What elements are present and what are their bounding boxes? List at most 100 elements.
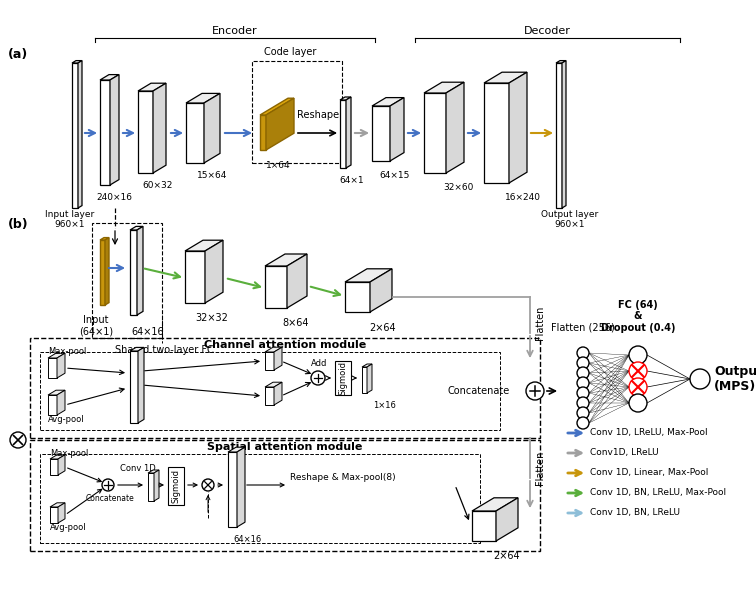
Polygon shape (370, 269, 392, 312)
Polygon shape (137, 227, 143, 315)
Text: Conv 1D, BN, LReLU: Conv 1D, BN, LReLU (590, 509, 680, 518)
Text: 60×32: 60×32 (143, 181, 173, 190)
Circle shape (629, 346, 647, 364)
Polygon shape (138, 83, 166, 91)
Text: 1×64: 1×64 (265, 161, 290, 170)
Text: Conv 1D: Conv 1D (120, 464, 156, 473)
Polygon shape (186, 94, 220, 103)
Polygon shape (57, 390, 65, 415)
Polygon shape (372, 98, 404, 106)
Text: Shared two-layer FC: Shared two-layer FC (115, 345, 214, 355)
Polygon shape (340, 100, 346, 168)
Polygon shape (228, 447, 245, 452)
Text: 8×64: 8×64 (283, 318, 309, 328)
Polygon shape (186, 103, 204, 163)
Circle shape (577, 367, 589, 379)
Polygon shape (138, 347, 144, 423)
Text: Conv 1D, BN, LReLU, Max-Pool: Conv 1D, BN, LReLU, Max-Pool (590, 489, 726, 498)
Polygon shape (265, 352, 274, 370)
Polygon shape (446, 82, 464, 173)
Polygon shape (424, 82, 464, 93)
Text: Flatten (256): Flatten (256) (551, 323, 615, 333)
Text: 64×16: 64×16 (234, 535, 262, 544)
Polygon shape (130, 230, 137, 315)
Polygon shape (138, 91, 153, 173)
Polygon shape (345, 269, 392, 282)
FancyBboxPatch shape (335, 361, 351, 395)
Text: 15×64: 15×64 (197, 171, 228, 180)
Circle shape (577, 347, 589, 359)
Polygon shape (424, 93, 446, 173)
Polygon shape (372, 106, 390, 161)
Polygon shape (148, 470, 159, 473)
Circle shape (311, 371, 325, 385)
Text: Flatten: Flatten (535, 306, 545, 340)
Text: Spatial attention module: Spatial attention module (207, 442, 363, 452)
Circle shape (577, 397, 589, 409)
Text: Concatenate: Concatenate (85, 494, 135, 503)
Polygon shape (340, 97, 351, 100)
Circle shape (10, 432, 26, 448)
Text: 16×240: 16×240 (505, 193, 541, 202)
Text: (a): (a) (8, 48, 28, 61)
Text: Sigmoid: Sigmoid (172, 469, 181, 503)
Polygon shape (48, 395, 57, 415)
Circle shape (102, 479, 114, 491)
Text: Avg-pool: Avg-pool (50, 523, 87, 532)
Circle shape (202, 479, 214, 491)
Polygon shape (509, 72, 527, 183)
Polygon shape (484, 72, 527, 83)
Polygon shape (58, 503, 65, 523)
Polygon shape (472, 498, 518, 511)
Text: Flatten: Flatten (535, 451, 545, 485)
Circle shape (690, 369, 710, 389)
Text: Input
(64×1): Input (64×1) (79, 315, 113, 337)
Polygon shape (287, 254, 307, 308)
Text: 1×16: 1×16 (373, 401, 396, 410)
Circle shape (577, 407, 589, 419)
Polygon shape (265, 387, 274, 405)
Circle shape (577, 387, 589, 399)
Polygon shape (100, 240, 105, 305)
Polygon shape (265, 347, 282, 352)
Text: 64×15: 64×15 (380, 171, 411, 180)
Polygon shape (154, 470, 159, 501)
Text: 32×32: 32×32 (196, 313, 228, 323)
Polygon shape (130, 227, 143, 230)
Text: 2×64: 2×64 (370, 323, 396, 333)
Text: Conv1D, LReLU: Conv1D, LReLU (590, 448, 658, 458)
Polygon shape (78, 60, 82, 208)
Text: Add: Add (311, 359, 327, 368)
Text: Channel attention module: Channel attention module (204, 340, 366, 350)
Circle shape (629, 394, 647, 412)
Polygon shape (72, 60, 82, 63)
Polygon shape (50, 507, 58, 523)
Circle shape (577, 357, 589, 369)
Polygon shape (204, 94, 220, 163)
Polygon shape (265, 382, 282, 387)
Text: Conv 1D, Linear, Max-Pool: Conv 1D, Linear, Max-Pool (590, 468, 708, 477)
Circle shape (526, 382, 544, 400)
Polygon shape (100, 238, 109, 240)
Text: Encoder: Encoder (212, 26, 258, 36)
Circle shape (629, 378, 647, 396)
Polygon shape (48, 353, 65, 358)
Polygon shape (185, 251, 205, 303)
Text: Code layer: Code layer (264, 47, 316, 57)
Text: 32×60: 32×60 (443, 183, 473, 192)
Polygon shape (472, 511, 496, 541)
Polygon shape (48, 390, 65, 395)
Polygon shape (562, 60, 566, 208)
Text: Decoder: Decoder (524, 26, 571, 36)
Text: 2×64: 2×64 (494, 551, 520, 561)
Polygon shape (58, 455, 65, 475)
Polygon shape (345, 282, 370, 312)
Polygon shape (367, 364, 372, 393)
Polygon shape (50, 503, 65, 507)
FancyBboxPatch shape (168, 467, 184, 505)
Polygon shape (205, 240, 223, 303)
Polygon shape (110, 75, 119, 185)
Polygon shape (50, 455, 65, 459)
Polygon shape (496, 498, 518, 541)
Text: Output
(MPS): Output (MPS) (714, 365, 756, 393)
